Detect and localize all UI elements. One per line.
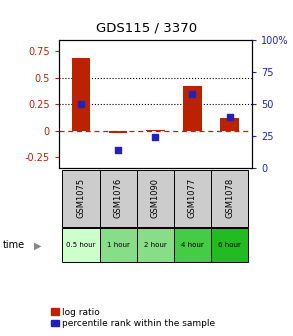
Text: GSM1075: GSM1075 xyxy=(76,178,86,218)
Bar xyxy=(174,170,211,227)
Point xyxy=(227,114,232,120)
Bar xyxy=(174,228,211,262)
Bar xyxy=(211,170,248,227)
Text: GSM1090: GSM1090 xyxy=(151,178,160,218)
Text: time: time xyxy=(3,240,25,250)
Bar xyxy=(137,170,174,227)
Point xyxy=(79,101,83,107)
Point xyxy=(153,135,158,140)
Text: 1 hour: 1 hour xyxy=(107,242,130,248)
Bar xyxy=(62,228,100,262)
Text: ▶: ▶ xyxy=(34,240,42,250)
Point xyxy=(116,148,120,153)
Point xyxy=(190,91,195,97)
Text: GSM1077: GSM1077 xyxy=(188,178,197,218)
Text: GSM1076: GSM1076 xyxy=(114,178,122,218)
Legend: log ratio, percentile rank within the sample: log ratio, percentile rank within the sa… xyxy=(51,308,215,328)
Bar xyxy=(220,118,239,131)
Bar xyxy=(62,170,100,227)
Bar xyxy=(183,86,202,131)
Bar xyxy=(100,228,137,262)
Text: 4 hour: 4 hour xyxy=(181,242,204,248)
Bar xyxy=(109,131,127,133)
Bar xyxy=(100,170,137,227)
Text: 0.5 hour: 0.5 hour xyxy=(66,242,96,248)
Bar xyxy=(71,58,90,131)
Bar xyxy=(211,228,248,262)
Bar xyxy=(137,228,174,262)
Bar xyxy=(146,130,165,131)
Text: GSM1078: GSM1078 xyxy=(225,178,234,218)
Text: 6 hour: 6 hour xyxy=(218,242,241,248)
Text: GDS115 / 3370: GDS115 / 3370 xyxy=(96,22,197,35)
Text: 2 hour: 2 hour xyxy=(144,242,167,248)
